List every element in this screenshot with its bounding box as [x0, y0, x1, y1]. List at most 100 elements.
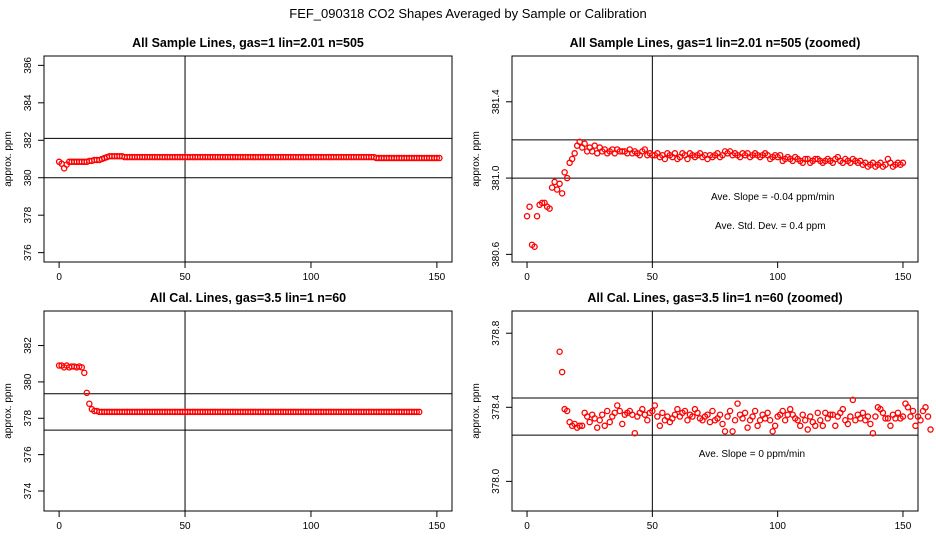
y-tick-label: 381.0	[491, 165, 502, 190]
data-point	[531, 243, 538, 250]
data-point	[731, 417, 739, 424]
data-point	[563, 407, 571, 415]
data-point	[606, 418, 613, 426]
data-point	[879, 409, 887, 417]
main-title: FEF_090318 CO2 Shapes Averaged by Sample…	[289, 6, 646, 21]
panel-title: All Sample Lines, gas=1 lin=2.01 n=505	[132, 36, 364, 50]
data-point	[801, 155, 809, 163]
series-points	[556, 348, 934, 437]
data-point	[654, 413, 661, 420]
data-point	[806, 413, 814, 420]
y-axis-label: approx. ppm	[471, 383, 482, 439]
plot-frame	[511, 55, 919, 263]
data-point	[869, 429, 877, 437]
y-tick-label: 378.0	[491, 468, 502, 493]
data-point	[924, 413, 932, 420]
y-tick-label: 376	[23, 244, 34, 261]
data-point	[882, 415, 889, 422]
data-point	[872, 413, 879, 420]
x-tick-label: 100	[769, 272, 786, 283]
panel-title: All Cal. Lines, gas=3.5 lin=1 n=60 (zoom…	[587, 291, 842, 305]
data-point	[814, 409, 822, 417]
data-point	[771, 422, 779, 430]
data-point	[546, 205, 553, 212]
data-point	[556, 180, 563, 188]
data-point	[922, 404, 929, 411]
data-point	[651, 402, 659, 409]
y-tick-label: 380.6	[491, 241, 502, 266]
plot-frame	[43, 310, 453, 512]
data-point	[656, 422, 664, 430]
y-tick-label: 378.8	[491, 320, 502, 345]
y-tick-label: 380	[23, 169, 34, 186]
y-tick-label: 381.4	[491, 89, 502, 114]
x-tick-label: 150	[429, 521, 446, 532]
y-tick-label: 374	[23, 482, 34, 499]
y-tick-label: 380	[23, 373, 34, 390]
data-point	[894, 409, 902, 417]
data-point	[556, 348, 563, 355]
data-point	[867, 420, 874, 428]
y-tick-label: 376	[23, 446, 34, 463]
data-point	[671, 150, 679, 157]
data-point	[593, 424, 601, 431]
x-tick-label: 0	[524, 272, 530, 283]
data-point	[709, 407, 716, 415]
x-tick-label: 100	[769, 521, 786, 532]
data-point	[526, 203, 533, 210]
data-point	[804, 426, 811, 433]
annotation: Ave. Slope = 0 ppm/min	[699, 449, 805, 460]
y-tick-label: 384	[23, 94, 34, 111]
data-point	[847, 413, 854, 420]
data-point	[796, 422, 804, 430]
data-point	[899, 413, 907, 420]
y-tick-label: 378	[23, 206, 34, 223]
data-point	[899, 159, 907, 167]
data-point	[801, 417, 809, 424]
data-point	[817, 417, 824, 424]
data-point	[433, 154, 441, 162]
x-tick-label: 50	[179, 521, 191, 532]
x-tick-label: 50	[647, 521, 659, 532]
data-point	[619, 420, 626, 428]
data-point	[776, 151, 784, 159]
data-point	[694, 409, 701, 417]
panel-title: All Sample Lines, gas=1 lin=2.01 n=505 (…	[570, 36, 861, 50]
data-point	[741, 409, 749, 417]
data-point	[684, 155, 691, 163]
data-point	[799, 411, 806, 418]
data-point	[533, 212, 541, 220]
data-point	[586, 418, 593, 426]
data-point	[81, 369, 88, 377]
data-point	[744, 424, 751, 431]
x-tick-label: 0	[56, 272, 62, 283]
data-point	[568, 155, 576, 163]
data-point	[616, 407, 624, 415]
x-tick-label: 50	[179, 272, 191, 283]
y-tick-label: 382	[23, 131, 34, 148]
data-point	[769, 428, 776, 435]
data-point	[558, 368, 566, 376]
x-tick-label: 50	[647, 272, 659, 283]
data-point	[819, 422, 827, 430]
data-point	[596, 417, 603, 424]
y-tick-label: 386	[23, 57, 34, 74]
data-point	[603, 407, 611, 415]
data-point	[416, 408, 423, 416]
data-point	[581, 140, 588, 147]
panel-title: All Cal. Lines, gas=3.5 lin=1 n=60	[150, 291, 346, 305]
data-point	[631, 429, 639, 437]
data-point	[766, 417, 774, 424]
data-point	[812, 422, 819, 430]
annotation: Ave. Slope = -0.04 ppm/min	[711, 192, 835, 203]
data-point	[684, 417, 691, 424]
data-point	[598, 411, 606, 418]
y-axis-label: approx. ppm	[3, 131, 14, 187]
data-point	[907, 413, 914, 420]
data-point	[661, 155, 669, 163]
x-tick-label: 100	[303, 521, 320, 532]
data-point	[721, 428, 729, 435]
chart-panel-1: All Sample Lines, gas=1 lin=2.01 n=505 0 5…	[3, 36, 453, 283]
data-point	[887, 422, 894, 430]
